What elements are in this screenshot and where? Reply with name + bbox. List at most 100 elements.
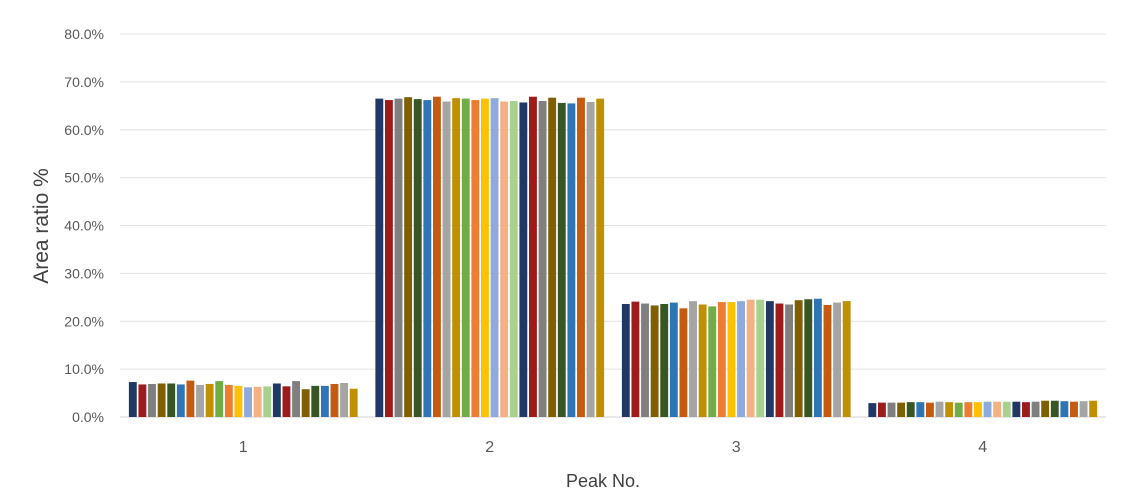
bar bbox=[679, 308, 688, 417]
x-tick-label: 1 bbox=[239, 439, 248, 456]
bar bbox=[167, 383, 176, 417]
bar bbox=[186, 380, 195, 417]
bar bbox=[442, 101, 451, 417]
bar bbox=[669, 302, 678, 417]
bar bbox=[481, 98, 489, 417]
bar bbox=[596, 98, 605, 417]
bar bbox=[292, 381, 300, 417]
bar bbox=[1022, 402, 1030, 417]
y-tick-label: 20.0% bbox=[64, 313, 104, 329]
y-tick-label: 10.0% bbox=[64, 361, 104, 377]
bar bbox=[1079, 401, 1088, 417]
bar bbox=[148, 383, 156, 417]
bar bbox=[263, 386, 272, 417]
bar bbox=[954, 402, 963, 417]
x-axis-title: Peak No. bbox=[566, 471, 640, 491]
bar bbox=[432, 96, 441, 417]
x-tick-label: 2 bbox=[485, 439, 494, 456]
bar bbox=[330, 383, 339, 417]
bar bbox=[224, 384, 233, 417]
y-tick-label: 0.0% bbox=[72, 409, 104, 425]
bar bbox=[842, 301, 851, 417]
y-axis-ticks: 0.0% 10.0% 20.0% 30.0% 40.0% 50.0% 60.0% 70.0% 8… bbox=[64, 26, 104, 425]
bar bbox=[737, 301, 745, 417]
bar bbox=[1002, 401, 1011, 417]
bar bbox=[717, 302, 726, 417]
bar bbox=[813, 298, 822, 417]
bar bbox=[244, 387, 252, 417]
bar bbox=[727, 302, 736, 417]
bar bbox=[660, 304, 669, 417]
bar bbox=[311, 385, 320, 417]
bar bbox=[935, 401, 944, 417]
bar bbox=[945, 402, 954, 417]
y-tick-label: 70.0% bbox=[64, 74, 104, 90]
bar bbox=[983, 401, 992, 417]
bar bbox=[205, 383, 214, 417]
bar bbox=[234, 385, 243, 417]
bar bbox=[823, 304, 832, 417]
bar bbox=[138, 384, 147, 417]
bar bbox=[196, 384, 204, 417]
bar bbox=[641, 303, 649, 417]
bar bbox=[490, 98, 499, 418]
x-tick-label: 3 bbox=[732, 439, 741, 456]
bar bbox=[887, 402, 896, 417]
bar bbox=[1050, 400, 1059, 417]
gridlines bbox=[120, 33, 1106, 418]
bar bbox=[775, 303, 784, 417]
bar bbox=[746, 299, 755, 417]
bar bbox=[548, 97, 557, 418]
bar bbox=[897, 402, 906, 417]
bar bbox=[993, 401, 1002, 417]
bar bbox=[404, 97, 413, 417]
bar bbox=[500, 101, 509, 417]
y-tick-label: 80.0% bbox=[64, 26, 104, 42]
bars bbox=[128, 96, 1098, 418]
bar bbox=[1060, 401, 1069, 417]
bar bbox=[698, 304, 707, 417]
bar bbox=[375, 98, 384, 417]
bar bbox=[1089, 400, 1098, 417]
bar bbox=[452, 98, 461, 418]
bar bbox=[529, 96, 537, 417]
y-axis-title: Area ratio % bbox=[30, 168, 53, 284]
bar bbox=[804, 299, 813, 417]
bar bbox=[282, 386, 291, 417]
y-tick-label: 60.0% bbox=[64, 122, 104, 138]
bar bbox=[756, 299, 765, 417]
bar bbox=[423, 100, 432, 417]
bar bbox=[128, 382, 137, 417]
x-axis-ticks: 1 2 3 4 bbox=[239, 439, 988, 456]
bar bbox=[301, 389, 310, 417]
bar bbox=[1070, 401, 1078, 417]
bar bbox=[650, 305, 659, 417]
bar bbox=[621, 304, 630, 417]
bar bbox=[157, 383, 166, 417]
bar bbox=[794, 300, 803, 417]
x-tick-label: 4 bbox=[978, 439, 987, 456]
bar bbox=[394, 98, 403, 417]
bar bbox=[586, 101, 595, 417]
bar bbox=[509, 101, 518, 417]
bar bbox=[519, 102, 528, 418]
y-tick-label: 50.0% bbox=[64, 170, 104, 186]
bar bbox=[631, 301, 640, 417]
bar bbox=[471, 100, 480, 417]
bar bbox=[253, 386, 262, 417]
bar bbox=[538, 101, 547, 417]
bar bbox=[567, 103, 576, 418]
bar bbox=[708, 306, 717, 417]
bar bbox=[384, 100, 393, 417]
bar bbox=[215, 381, 224, 417]
bar bbox=[916, 402, 925, 417]
bar bbox=[925, 402, 934, 417]
y-tick-label: 30.0% bbox=[64, 265, 104, 281]
bar bbox=[349, 388, 358, 417]
bar bbox=[906, 402, 915, 417]
bar bbox=[557, 102, 566, 417]
bar bbox=[1031, 401, 1040, 417]
bar bbox=[877, 402, 886, 417]
bar bbox=[577, 97, 585, 418]
